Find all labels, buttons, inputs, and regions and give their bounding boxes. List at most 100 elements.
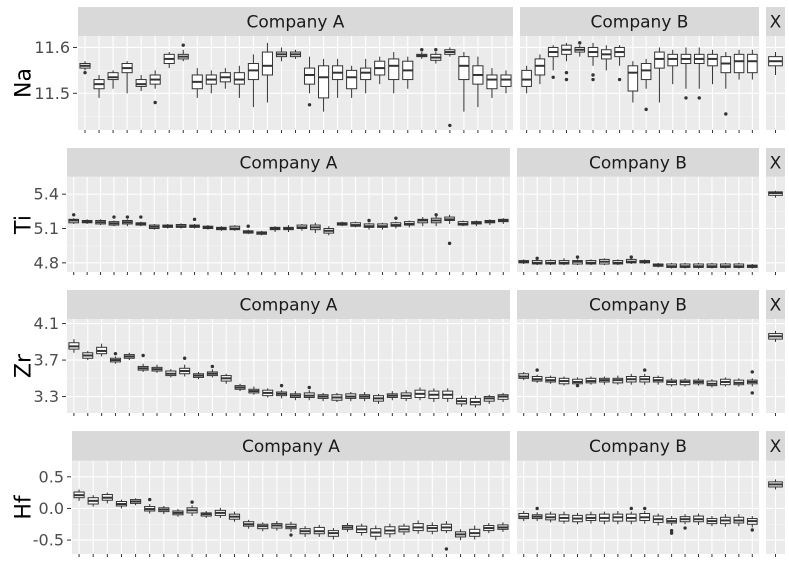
box-iqr: [346, 69, 358, 90]
y-tick-label: 4.1: [34, 314, 59, 333]
boxplot-box: [720, 262, 731, 269]
boxplot-box: [768, 479, 783, 490]
box-iqr: [261, 51, 273, 76]
boxplot-box: [356, 523, 368, 536]
boxplot-box: [129, 498, 142, 506]
boxplot-box: [108, 215, 120, 227]
boxplot-box: [545, 259, 556, 266]
boxplot-box: [248, 386, 260, 395]
facet-company-b: Company B: [517, 431, 759, 557]
box-iqr: [360, 67, 372, 81]
boxplot-box: [768, 330, 783, 342]
y-tick-label: 0.0: [39, 499, 64, 518]
boxplot-box: [652, 375, 664, 385]
outlier-point: [575, 255, 580, 259]
boxplot-box: [341, 523, 354, 532]
boxplot-box: [289, 391, 301, 401]
facet-x: X: [766, 290, 785, 416]
boxplot-box: [720, 377, 731, 387]
boxplot-box: [521, 65, 532, 94]
box-iqr: [318, 65, 330, 99]
boxplot-box: [456, 395, 468, 407]
facet-strip: [517, 431, 759, 461]
boxplot-box: [402, 56, 414, 89]
boxplot-box: [558, 376, 570, 386]
outlier-point: [141, 353, 145, 358]
boxplot-box: [275, 47, 288, 62]
outlier-point: [181, 43, 185, 47]
box-iqr: [303, 67, 316, 85]
boxplot-box: [135, 74, 147, 92]
boxplot-box: [627, 61, 639, 103]
outlier-point: [192, 217, 197, 222]
outlier-point: [139, 215, 143, 219]
boxplot-box: [531, 506, 543, 522]
outlier-point: [307, 385, 311, 390]
boxplot-box: [706, 262, 718, 269]
facet-strip-label: X: [770, 13, 782, 33]
boxplot-box: [228, 511, 241, 522]
boxplot-box: [707, 49, 718, 85]
box-iqr: [247, 63, 259, 81]
facet-strip: [517, 148, 759, 177]
boxplot-box: [216, 226, 227, 231]
boxplot-box: [654, 47, 665, 103]
boxplot-box: [79, 61, 91, 75]
facet-company-b: Company B: [517, 290, 759, 416]
boxplot-box: [310, 222, 321, 234]
outlier-point: [591, 77, 595, 82]
boxplot-box: [639, 368, 651, 385]
box-iqr: [500, 74, 512, 87]
y-axis-title: Ti: [12, 215, 37, 235]
boxplot-box: [115, 499, 128, 509]
boxplot-box: [768, 52, 783, 75]
box-iqr: [733, 53, 745, 74]
outlier-point: [683, 526, 687, 530]
boxplot-box: [93, 74, 105, 98]
boxplot-box: [572, 377, 583, 388]
boxplot-box: [585, 511, 597, 524]
boxplot-box: [243, 519, 255, 529]
boxplot-box: [652, 513, 664, 526]
boxplot-box: [558, 511, 570, 524]
boxplot-box: [323, 226, 335, 236]
box-iqr: [627, 65, 639, 92]
boxplot-box: [234, 383, 246, 392]
boxplot-box: [163, 52, 175, 69]
facet-row-3: Hf -0.5 0.0 0.5 Company A Company B X: [12, 431, 785, 557]
boxplot-box: [350, 221, 361, 228]
boxplot-box: [417, 217, 429, 227]
facet-row-2: Zr 3.3 3.7 4.1 Company A Company B X: [12, 290, 785, 416]
boxplot-box: [639, 259, 651, 264]
boxplot-box: [336, 221, 348, 227]
boxplot-box: [186, 500, 198, 517]
boxplot-box: [733, 262, 745, 269]
boxplot-box: [486, 68, 498, 98]
boxplot-box: [276, 383, 288, 399]
facet-company-b: Company B: [520, 7, 759, 133]
box-iqr: [654, 51, 665, 69]
boxplot-box: [95, 219, 106, 226]
boxplot-box: [612, 375, 624, 385]
boxplot-box: [444, 214, 455, 246]
boxplot-box: [271, 521, 283, 531]
boxplot-box: [374, 56, 386, 85]
boxplot-box: [500, 70, 512, 94]
boxplot-box: [693, 513, 704, 525]
boxplot-box: [693, 262, 704, 269]
boxplot-box: [747, 49, 758, 80]
facet-x: X: [766, 431, 785, 557]
boxplot-box: [247, 54, 259, 108]
outlier-point: [551, 75, 555, 79]
boxplot-box: [398, 523, 410, 536]
boxplot-box: [680, 47, 692, 100]
outlier-point: [394, 216, 398, 220]
facet-strip-label: X: [770, 154, 782, 174]
boxplot-box: [109, 351, 121, 364]
boxplot-box: [220, 373, 232, 384]
outlier-point: [83, 70, 87, 75]
boxplot-box: [518, 259, 530, 264]
boxplot-box: [359, 392, 371, 402]
boxplot-box: [257, 522, 269, 532]
boxplot-box: [599, 376, 610, 385]
